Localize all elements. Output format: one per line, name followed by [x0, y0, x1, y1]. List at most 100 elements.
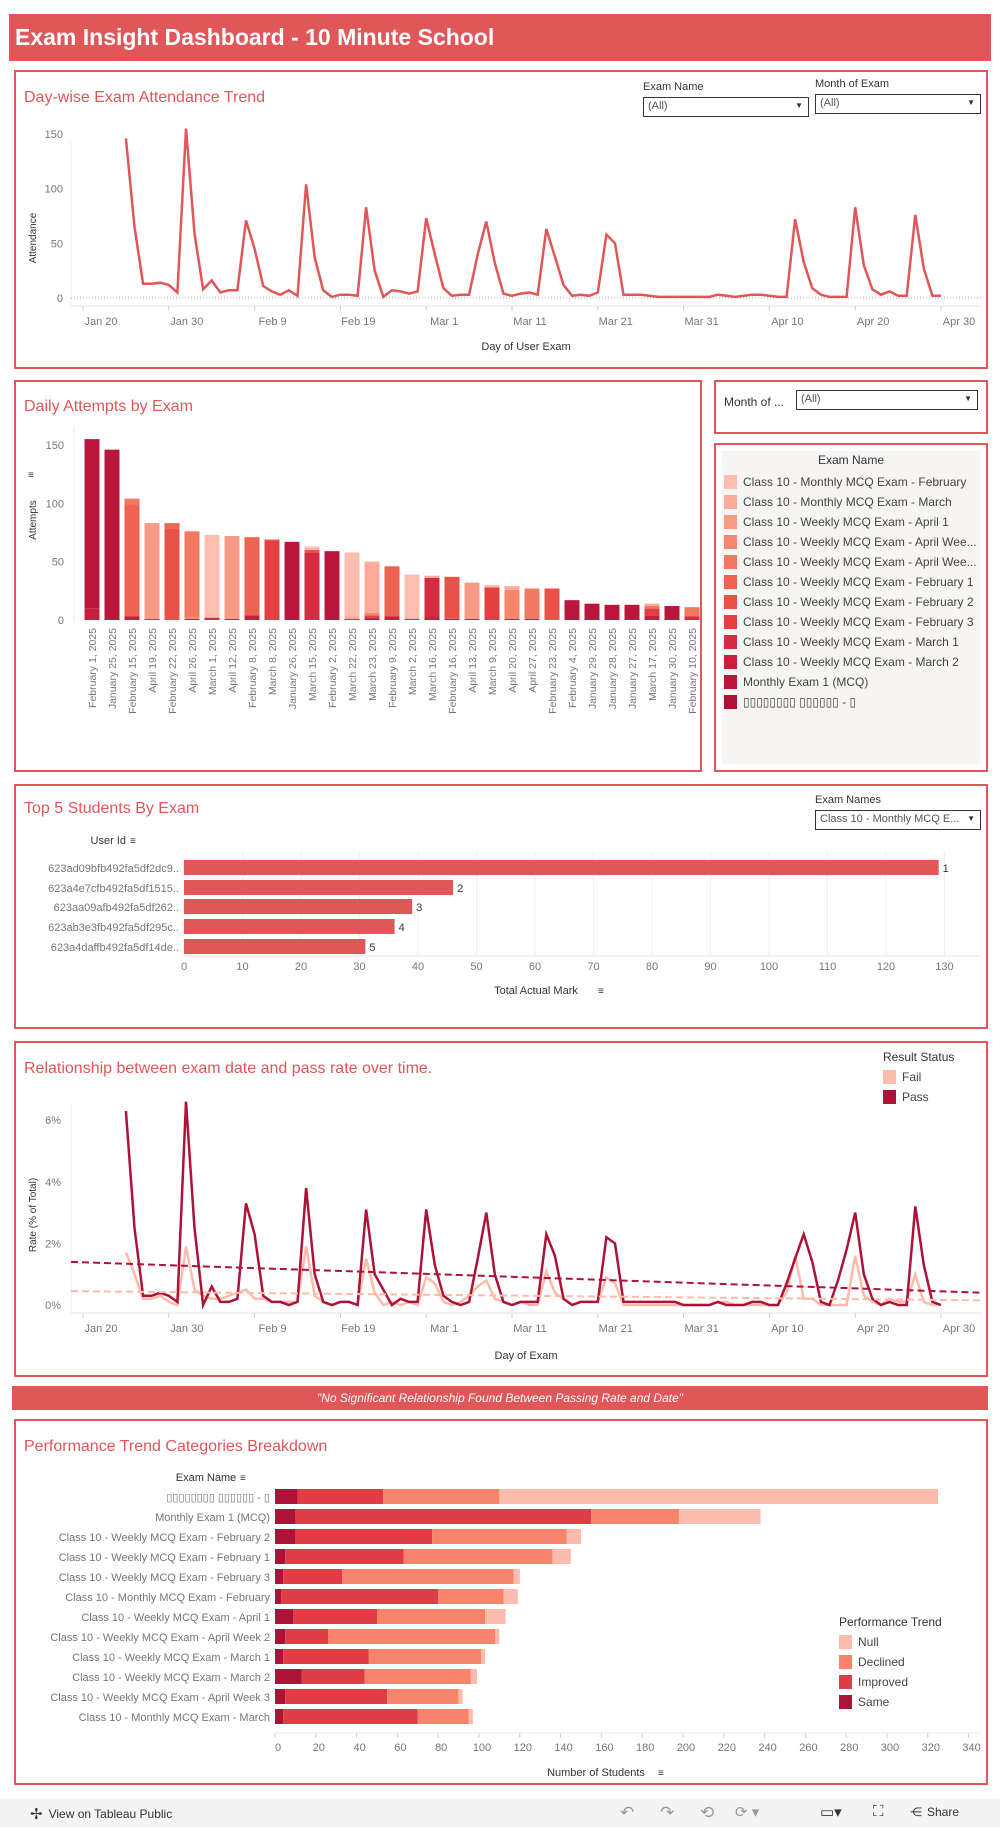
y-tick-label: 150 — [45, 129, 63, 141]
attempt-bar-segment — [264, 540, 280, 620]
x-tick-label: April 27, 2025 — [527, 628, 539, 693]
legend-item[interactable]: Class 10 - Weekly MCQ Exam - April 1 — [724, 515, 949, 529]
x-tick-label: 340 — [962, 1742, 980, 1754]
x-tick-label: February 15, 2025 — [127, 628, 139, 714]
attempt-bar-segment — [304, 546, 320, 550]
attendance-line — [124, 128, 941, 299]
legend-item[interactable]: Class 10 - Weekly MCQ Exam - April Wee..… — [724, 555, 977, 569]
trend-bar-segment-same — [275, 1489, 298, 1504]
legend-label: Same — [858, 1695, 890, 1709]
revert-icon[interactable]: ⟲ — [700, 1803, 715, 1822]
x-tick-label: Jan 20 — [84, 316, 117, 328]
x-tick-label: Apr 20 — [857, 1323, 889, 1335]
attendance-panel: Day-wise Exam Attendance Trend Exam Name… — [14, 70, 988, 369]
legend-item[interactable]: ▯▯▯▯▯▯▯▯ ▯▯▯▯▯▯ - ▯ — [724, 695, 856, 709]
refresh-icon[interactable]: ⟳ ▾ — [735, 1804, 760, 1821]
x-tick-label: 60 — [394, 1742, 406, 1754]
legend-item[interactable]: Class 10 - Weekly MCQ Exam - April Wee..… — [724, 535, 977, 549]
y-tick-label: 150 — [46, 440, 64, 452]
legend-item[interactable]: Class 10 - Monthly MCQ Exam - March — [724, 495, 952, 509]
legend-item-fail[interactable]: Fail — [883, 1070, 921, 1084]
month-of-exam-filter[interactable]: (All) ▼ — [815, 94, 981, 114]
legend-swatch — [724, 655, 737, 669]
y-axis-title: Rate (% of Total) — [28, 1178, 39, 1252]
exam-names-filter[interactable]: Class 10 - Monthly MCQ E... ▼ — [815, 810, 981, 830]
exam-name-label: Class 10 - Weekly MCQ Exam - April Week … — [50, 1632, 270, 1644]
trend-bar-segment-improved — [295, 1529, 433, 1544]
x-tick-label: 100 — [473, 1742, 491, 1754]
dashboard-header: Exam Insight Dashboard - 10 Minute Schoo… — [9, 14, 991, 61]
legend-item[interactable]: Class 10 - Weekly MCQ Exam - February 1 — [724, 575, 974, 589]
legend-swatch — [724, 555, 737, 569]
trend-bar-segment-declined — [417, 1709, 469, 1724]
legend-label: Class 10 - Weekly MCQ Exam - February 1 — [743, 575, 974, 589]
legend-swatch — [724, 675, 737, 689]
x-tick-label: January 25, 2025 — [107, 628, 119, 709]
attempt-bar-segment — [504, 618, 520, 620]
x-tick-label: Mar 21 — [599, 316, 633, 328]
y-tick-label: 0 — [58, 615, 64, 627]
x-axis-title: Number of Students — [547, 1767, 645, 1779]
legend-label: Class 10 - Weekly MCQ Exam - April 1 — [743, 515, 949, 529]
attempt-bar-segment — [644, 605, 660, 609]
x-tick-label: 40 — [353, 1742, 365, 1754]
share-label: Share — [927, 1805, 960, 1819]
y-axis-title: Exam Name — [176, 1472, 237, 1484]
legend-swatch — [839, 1695, 852, 1709]
exam-name-filter[interactable]: (All) ▼ — [643, 97, 809, 117]
x-tick-label: March 22, 2025 — [347, 628, 359, 701]
exam-name-label: Class 10 - Weekly MCQ Exam - February 3 — [59, 1572, 270, 1584]
legend-item[interactable]: Monthly Exam 1 (MCQ) — [724, 675, 868, 689]
trend-bar-segment-null — [495, 1629, 500, 1644]
legend-item-pass[interactable]: Pass — [883, 1090, 929, 1104]
exam-name-filter-value: (All) — [648, 100, 668, 112]
device-layout-icon[interactable]: ▭▾ — [820, 1804, 842, 1821]
share-button[interactable]: ⋲ Share — [910, 1805, 959, 1819]
attempt-bar-segment — [124, 616, 140, 620]
x-tick-label: Feb 9 — [259, 316, 287, 328]
x-tick-label: January 30, 2025 — [667, 628, 679, 709]
legend-item[interactable]: Same — [839, 1695, 889, 1709]
legend-item[interactable]: Improved — [839, 1675, 908, 1689]
chevron-down-icon: ▼ — [967, 98, 975, 107]
legend-item[interactable]: Null — [839, 1635, 879, 1649]
legend-item[interactable]: Class 10 - Weekly MCQ Exam - February 3 — [724, 615, 974, 629]
x-axis-title: Total Actual Mark — [494, 985, 578, 997]
x-tick-label: Mar 11 — [513, 316, 546, 328]
legend-item[interactable]: Class 10 - Weekly MCQ Exam - February 2 — [724, 595, 974, 609]
x-tick-label: Apr 10 — [771, 316, 803, 328]
attempt-bar-segment — [484, 584, 500, 588]
redo-icon[interactable]: ↷ — [660, 1803, 675, 1822]
attempt-bar-segment — [524, 618, 540, 620]
top5-bar-chart: User Id ≡ 0 10 20 30 40 50 60 70 80 90 100 110 120 130 6… — [48, 835, 981, 997]
user-id-label: 623a4daffb492fa5df14de.. — [51, 942, 179, 954]
x-tick-label: 160 — [595, 1742, 613, 1754]
x-tick-label: February 9, 2025 — [387, 628, 399, 708]
daily-attempts-bar-chart: 0 50 100 150 Attempts ≡ February 1, 2025 Januar… — [28, 427, 700, 714]
sort-icon: ≡ — [598, 986, 604, 997]
undo-icon[interactable]: ↶ — [620, 1803, 635, 1822]
legend-item[interactable]: Class 10 - Weekly MCQ Exam - March 1 — [724, 635, 959, 649]
x-tick-label: 10 — [236, 961, 248, 973]
legend-item[interactable]: Declined — [839, 1655, 905, 1669]
attempt-bar-segment — [184, 618, 200, 620]
x-tick-label: February 16, 2025 — [447, 628, 459, 714]
y-tick-label: 6% — [45, 1115, 61, 1127]
legend-item[interactable]: Class 10 - Monthly MCQ Exam - February — [724, 475, 966, 489]
month-filter-dropdown[interactable]: (All) ▼ — [796, 390, 978, 410]
x-tick-label: 40 — [412, 961, 424, 973]
attempt-bar-segment — [384, 566, 400, 617]
x-tick-label: Mar 1 — [430, 316, 458, 328]
fullscreen-icon[interactable]: ⛶ — [873, 1803, 884, 1820]
exam-name-label: Class 10 - Weekly MCQ Exam - February 1 — [59, 1552, 270, 1564]
x-tick-label: March 16, 2025 — [427, 628, 439, 701]
x-tick-label: January 26, 2025 — [287, 628, 299, 709]
trend-bar-segment-null — [485, 1609, 506, 1624]
trend-bar-segment-null — [552, 1549, 571, 1564]
trend-bar-segment-null — [458, 1689, 463, 1704]
trend-bar-segment-declined — [432, 1529, 567, 1544]
x-axis-title: Day of User Exam — [481, 341, 570, 353]
exam-name-label: Class 10 - Weekly MCQ Exam - March 2 — [72, 1672, 270, 1684]
view-on-tableau-link[interactable]: ✢ View on Tableau Public — [30, 1805, 172, 1823]
legend-item[interactable]: Class 10 - Weekly MCQ Exam - March 2 — [724, 655, 959, 669]
